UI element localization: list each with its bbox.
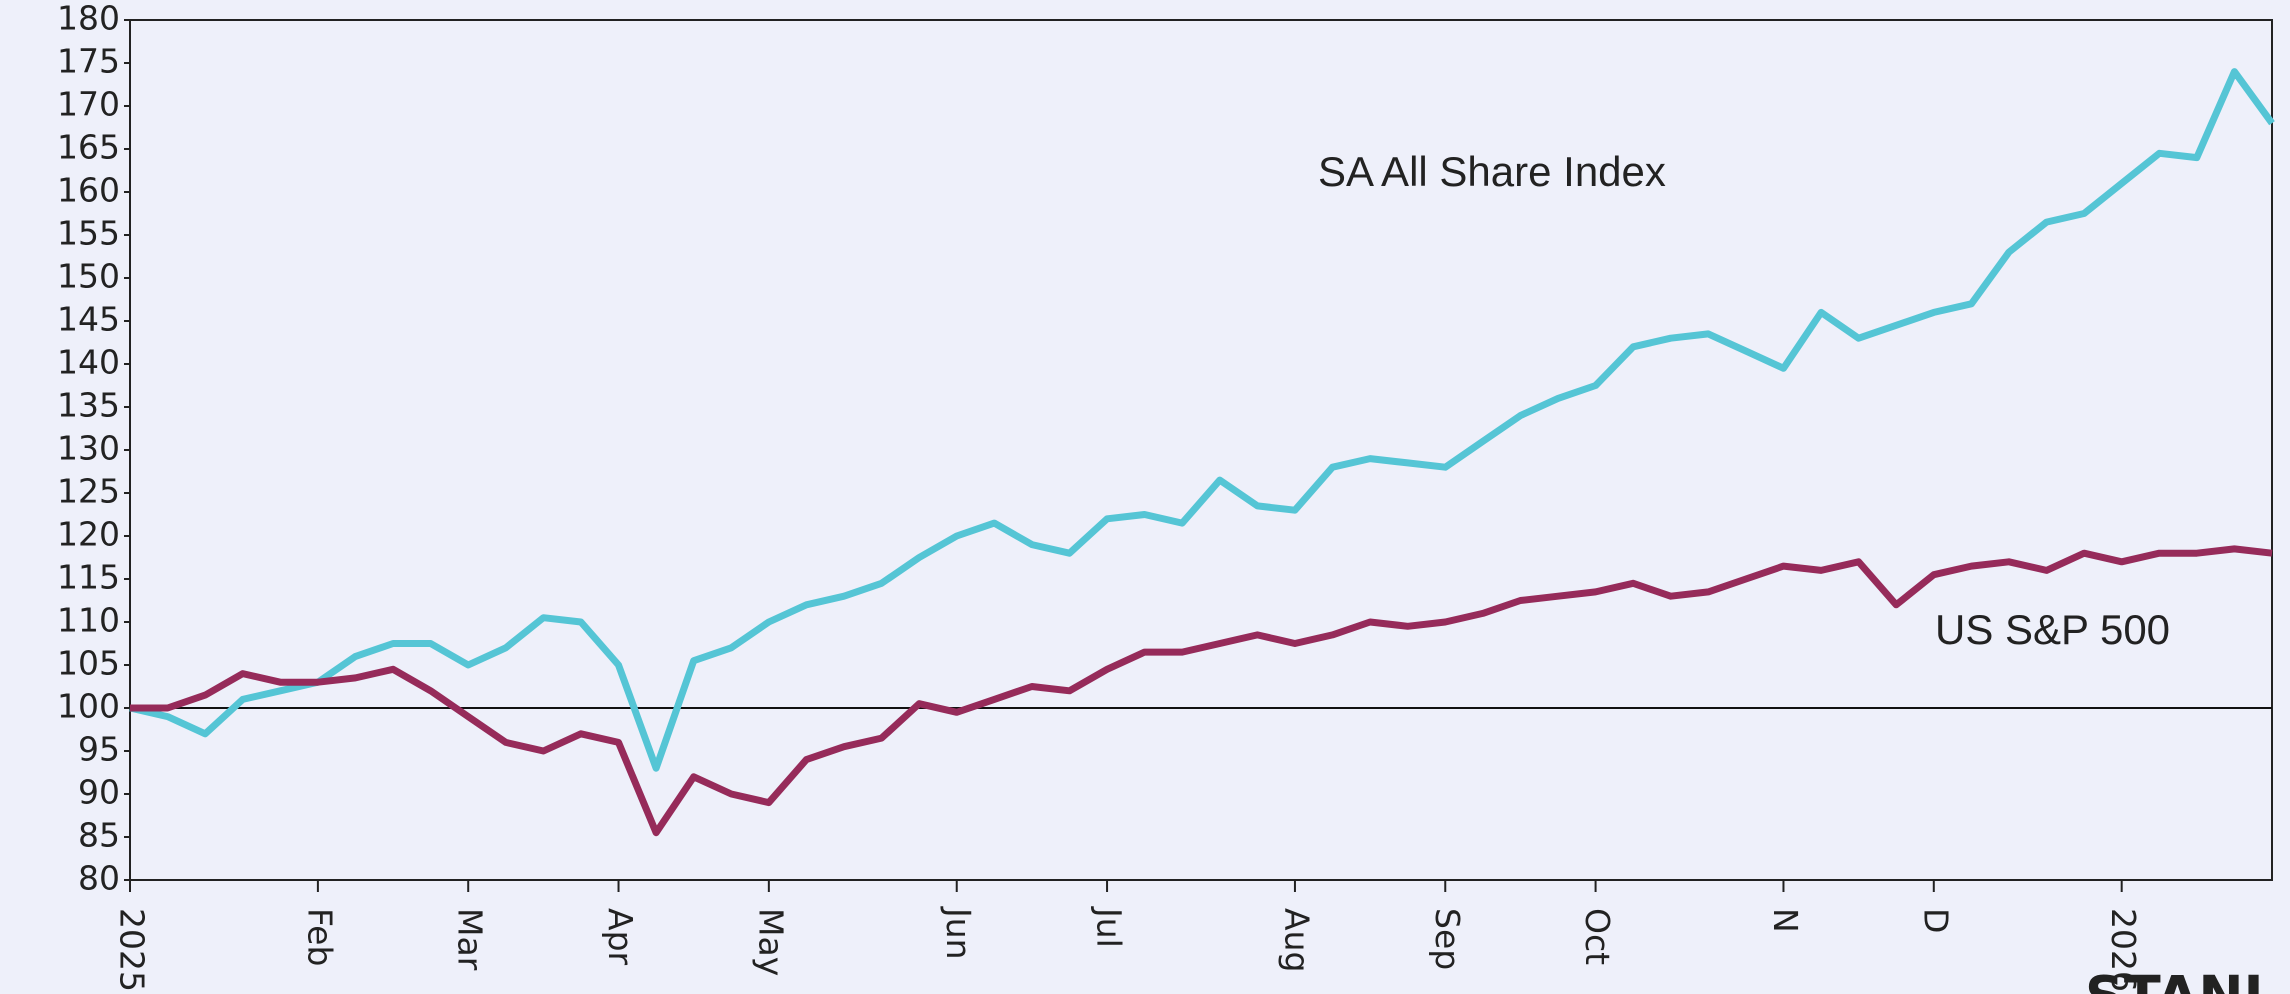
logo: STANL	[2085, 965, 2278, 994]
x-tick-label: 2026	[2104, 908, 2143, 992]
y-tick-label: 95	[78, 730, 120, 769]
y-tick-label: 105	[57, 644, 120, 683]
x-tick-label: Oct	[1578, 908, 1617, 965]
y-tick-label: 170	[57, 85, 120, 124]
x-tick-label: Feb	[300, 908, 339, 966]
y-tick-label: 175	[57, 42, 120, 81]
y-tick-label: 140	[57, 343, 120, 382]
series-line	[129, 68, 2275, 772]
series-label: SA All Share Index	[1318, 148, 1666, 195]
y-tick-label: 85	[78, 816, 120, 855]
y-tick-label: 120	[57, 515, 120, 554]
x-tick-label: D	[1916, 908, 1955, 933]
x-tick-label: Aug	[1277, 908, 1316, 972]
y-tick-label: 145	[57, 300, 120, 339]
y-tick-label: 125	[57, 472, 120, 511]
y-tick-label: 180	[57, 0, 120, 38]
x-tick-label: Mar	[451, 908, 490, 971]
x-tick-label: 2025	[113, 908, 152, 992]
x-tick-label: Jul	[1090, 906, 1129, 948]
y-tick-label: 90	[78, 773, 120, 812]
x-tick-label: N	[1766, 908, 1805, 933]
y-tick-label: 110	[57, 601, 120, 640]
y-tick-label: 135	[57, 386, 120, 425]
y-tick-label: 80	[78, 859, 120, 898]
x-tick-label: Jun	[939, 906, 978, 960]
y-tick-label: 100	[57, 687, 120, 726]
plot-frame	[129, 19, 2273, 881]
y-tick-label: 160	[57, 171, 120, 210]
y-tick-label: 155	[57, 214, 120, 253]
series-label: US S&P 500	[1935, 606, 2170, 653]
x-tick-label: May	[751, 908, 790, 976]
y-tick-label: 150	[57, 257, 120, 296]
y-tick-label: 130	[57, 429, 120, 468]
x-tick-label: Sep	[1428, 908, 1467, 970]
series-line	[130, 545, 2273, 837]
y-tick-label: 165	[57, 128, 120, 167]
x-tick-label: Apr	[601, 908, 640, 966]
y-tick-label: 115	[57, 558, 120, 597]
